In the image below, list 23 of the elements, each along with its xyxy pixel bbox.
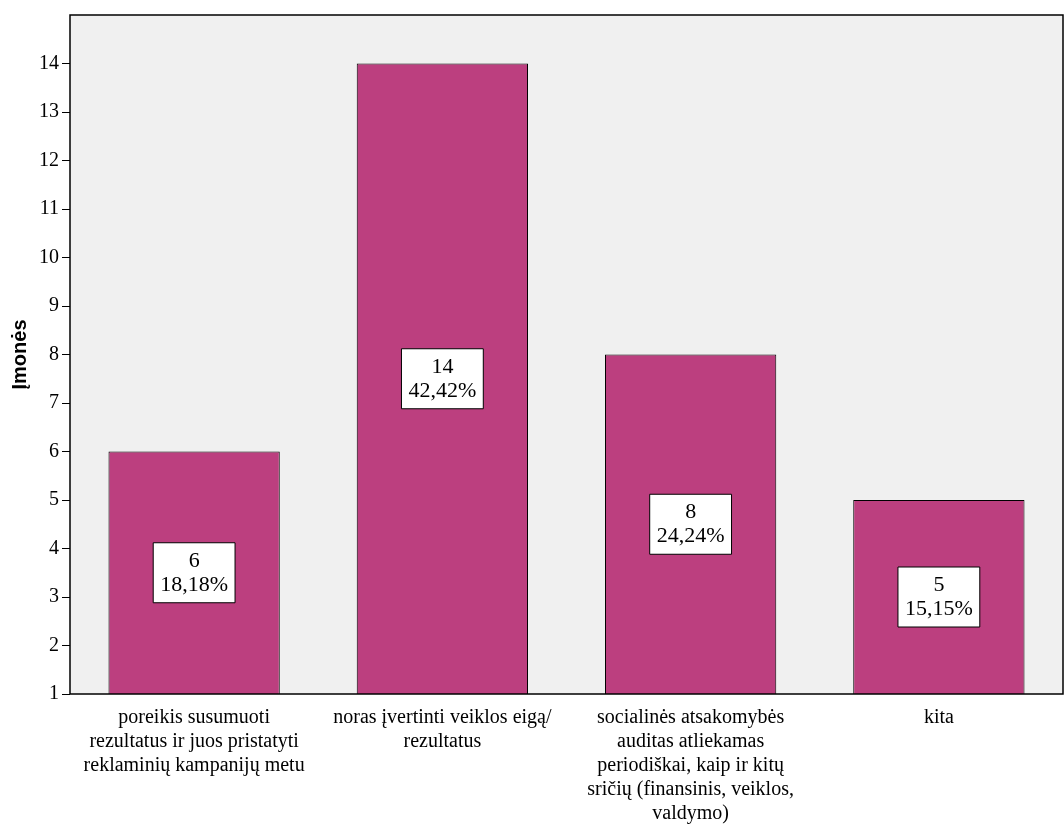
x-tick-label: poreikis susumuoti rezultatus ir juos pristatyti reklaminių kampanijų metu [83,705,305,777]
y-tick-label: 6 [49,438,59,461]
x-tick-label: kita [923,705,954,728]
y-tick-label: 12 [39,147,59,170]
y-tick-label: 2 [49,632,59,655]
y-tick-label: 14 [39,50,59,73]
x-tick-label: noras įvertinti veiklos eigą/ rezultatus [333,705,552,752]
y-tick-label: 9 [49,293,59,316]
y-tick-label: 11 [39,196,59,219]
data-label: 8 24,24% [656,498,725,548]
data-label: 5 15,15% [904,570,973,620]
x-tick-label: socialinės atsakomybės auditas atliekamas periodiškai, kaip ir kitų sričių (finansinis, veiklos, valdymo) [587,705,794,825]
y-tick-label: 5 [49,487,59,510]
y-axis-title: Įmonės [7,319,30,390]
y-tick-label: 3 [49,584,59,607]
y-tick-label: 10 [39,244,59,267]
y-tick-label: 4 [49,535,59,558]
y-tick-label: 1 [49,681,59,704]
y-tick-label: 8 [49,341,59,364]
data-label: 6 18,18% [160,546,229,596]
y-tick-label: 13 [39,99,59,122]
y-tick-label: 7 [49,390,59,413]
data-label: 14 42,42% [408,352,477,402]
